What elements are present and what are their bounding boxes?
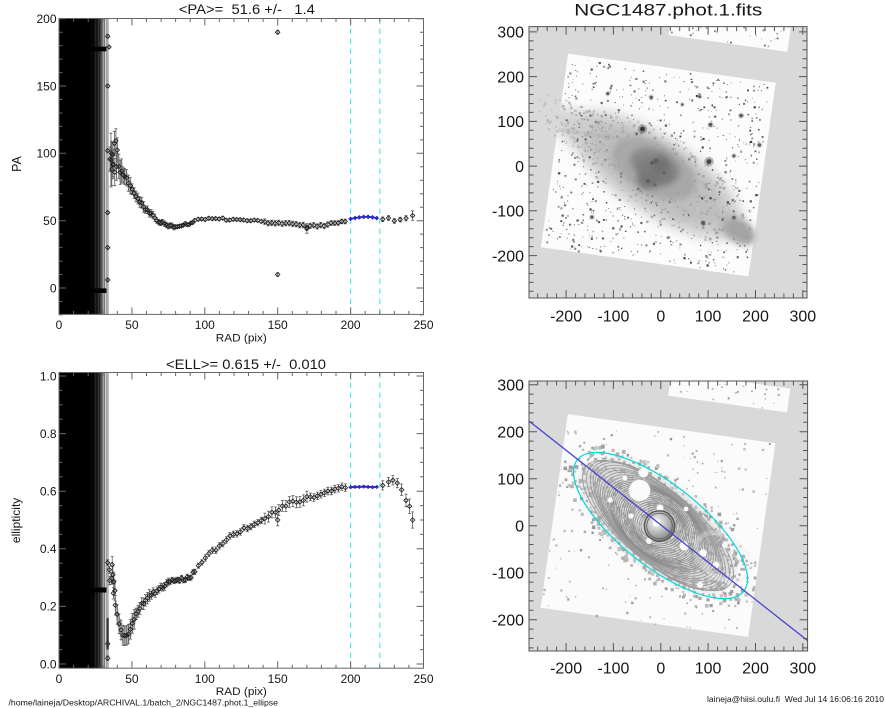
svg-text:RAD (pix): RAD (pix) bbox=[216, 686, 267, 698]
svg-text:100: 100 bbox=[695, 660, 722, 677]
svg-text:laineja@hiisi.oulu.fi Wed Jul: laineja@hiisi.oulu.fi Wed Jul 14 16:06:1… bbox=[707, 694, 884, 704]
svg-text:RAD (pix): RAD (pix) bbox=[216, 333, 267, 345]
svg-text:50: 50 bbox=[125, 318, 139, 332]
svg-text:100: 100 bbox=[195, 672, 215, 686]
svg-text:0.6: 0.6 bbox=[40, 485, 57, 499]
svg-text:100: 100 bbox=[497, 472, 524, 489]
svg-text:300: 300 bbox=[789, 660, 816, 677]
svg-text:200: 200 bbox=[341, 672, 361, 686]
svg-text:150: 150 bbox=[36, 79, 56, 93]
svg-text:150: 150 bbox=[268, 672, 288, 686]
svg-text:-100: -100 bbox=[492, 566, 524, 583]
svg-text:250: 250 bbox=[413, 672, 433, 686]
svg-text:ellipticity: ellipticity bbox=[9, 498, 23, 543]
svg-text:1.0: 1.0 bbox=[40, 369, 57, 383]
svg-text:300: 300 bbox=[789, 309, 816, 326]
svg-text:200: 200 bbox=[742, 309, 769, 326]
svg-text:200: 200 bbox=[497, 425, 524, 442]
svg-text:-200: -200 bbox=[492, 248, 524, 265]
svg-text:0: 0 bbox=[656, 309, 665, 326]
svg-text:-200: -200 bbox=[550, 309, 582, 326]
svg-text:300: 300 bbox=[497, 25, 524, 42]
svg-text:-100: -100 bbox=[597, 309, 629, 326]
svg-text:50: 50 bbox=[125, 672, 139, 686]
svg-text:<PA>= 51.6 +/- 1.4: <PA>= 51.6 +/- 1.4 bbox=[179, 1, 315, 17]
svg-text:0.8: 0.8 bbox=[40, 427, 57, 441]
svg-text:100: 100 bbox=[695, 309, 722, 326]
svg-text:100: 100 bbox=[497, 114, 524, 131]
svg-text:200: 200 bbox=[341, 318, 361, 332]
svg-text:0: 0 bbox=[656, 660, 665, 677]
svg-text:0: 0 bbox=[56, 672, 63, 686]
svg-text:0.2: 0.2 bbox=[40, 600, 57, 614]
svg-text:PA: PA bbox=[10, 155, 24, 171]
svg-text:NGC1487.phot.1.fits: NGC1487.phot.1.fits bbox=[574, 1, 762, 19]
svg-text:0.4: 0.4 bbox=[40, 542, 57, 556]
svg-text:200: 200 bbox=[742, 660, 769, 677]
svg-text:-100: -100 bbox=[597, 660, 629, 677]
svg-text:-200: -200 bbox=[550, 660, 582, 677]
svg-text:300: 300 bbox=[497, 378, 524, 395]
svg-text:200: 200 bbox=[497, 69, 524, 86]
svg-text:0: 0 bbox=[56, 318, 63, 332]
svg-text:250: 250 bbox=[413, 318, 433, 332]
svg-text:100: 100 bbox=[195, 318, 215, 332]
svg-text:-100: -100 bbox=[492, 204, 524, 221]
svg-text:0: 0 bbox=[515, 159, 524, 176]
svg-text:150: 150 bbox=[268, 318, 288, 332]
svg-text:0.0: 0.0 bbox=[40, 657, 57, 671]
svg-text:0: 0 bbox=[50, 281, 57, 295]
svg-text:50: 50 bbox=[43, 214, 57, 228]
svg-text:-200: -200 bbox=[492, 613, 524, 630]
svg-text:100: 100 bbox=[36, 147, 56, 161]
svg-text:200: 200 bbox=[36, 12, 56, 26]
svg-text:/home/laineja/Desktop/ARCHIVAL: /home/laineja/Desktop/ARCHIVAL.1/batch_2… bbox=[9, 698, 279, 708]
svg-text:<ELL>= 0.615 +/- 0.010: <ELL>= 0.615 +/- 0.010 bbox=[166, 356, 326, 372]
svg-text:0: 0 bbox=[515, 519, 524, 536]
